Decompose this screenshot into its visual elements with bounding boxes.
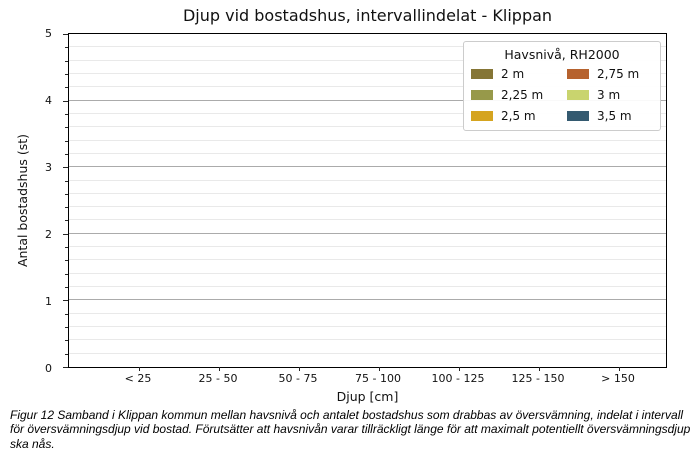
legend-swatch [471, 69, 493, 79]
x-tick-label: 50 - 75 [278, 372, 318, 385]
x-tick-label: < 25 [124, 372, 152, 385]
legend-entry: 2 m [471, 67, 557, 81]
x-tick-label: > 150 [601, 372, 635, 385]
legend-entry: 3,5 m [567, 109, 653, 123]
legend: Havsnivå, RH2000 2 m 2,25 m 2 [463, 41, 661, 131]
y-tick-labels: 0 1 2 3 4 5 [0, 28, 60, 374]
legend-entries: 2 m 2,25 m 2,5 m 2,75 m [471, 67, 653, 123]
legend-title: Havsnivå, RH2000 [504, 47, 620, 62]
legend-swatch [471, 90, 493, 100]
legend-entry: 2,5 m [471, 109, 557, 123]
legend-swatch [471, 111, 493, 121]
legend-swatch [567, 69, 589, 79]
legend-label: 2,75 m [597, 67, 640, 81]
plot-area: Havsnivå, RH2000 2 m 2,25 m 2 [63, 33, 667, 371]
figure-caption: Figur 12 Samband i Klippan kommun mellan… [10, 408, 691, 451]
legend-entry: 3 m [567, 88, 653, 102]
y-tick-label: 4 [45, 94, 52, 107]
x-axis-label: Djup [cm] [336, 389, 399, 404]
legend-entry: 2,75 m [567, 67, 653, 81]
y-tick-label: 3 [45, 161, 52, 174]
legend-label: 3,5 m [597, 109, 632, 123]
legend-label: 2,25 m [501, 88, 544, 102]
x-tick-label: 100 - 125 [431, 372, 485, 385]
y-tick-label: 0 [45, 362, 52, 375]
legend-entry: 2,25 m [471, 88, 557, 102]
legend-label: 3 m [597, 88, 621, 102]
chart-title: Djup vid bostadshus, intervallindelat - … [182, 6, 553, 25]
legend-label: 2,5 m [501, 109, 536, 123]
legend-label: 2 m [501, 67, 525, 81]
x-tick-labels: < 25 25 - 50 50 - 75 75 - 100 100 - 125 … [68, 372, 667, 386]
y-tick-label: 1 [45, 295, 52, 308]
y-tick-label: 2 [45, 228, 52, 241]
legend-swatch [567, 111, 589, 121]
x-tick-label: 125 - 150 [511, 372, 565, 385]
x-tick-label: 75 - 100 [355, 372, 401, 385]
y-tick-label: 5 [45, 27, 52, 40]
legend-swatch [567, 90, 589, 100]
x-tick-label: 25 - 50 [198, 372, 238, 385]
